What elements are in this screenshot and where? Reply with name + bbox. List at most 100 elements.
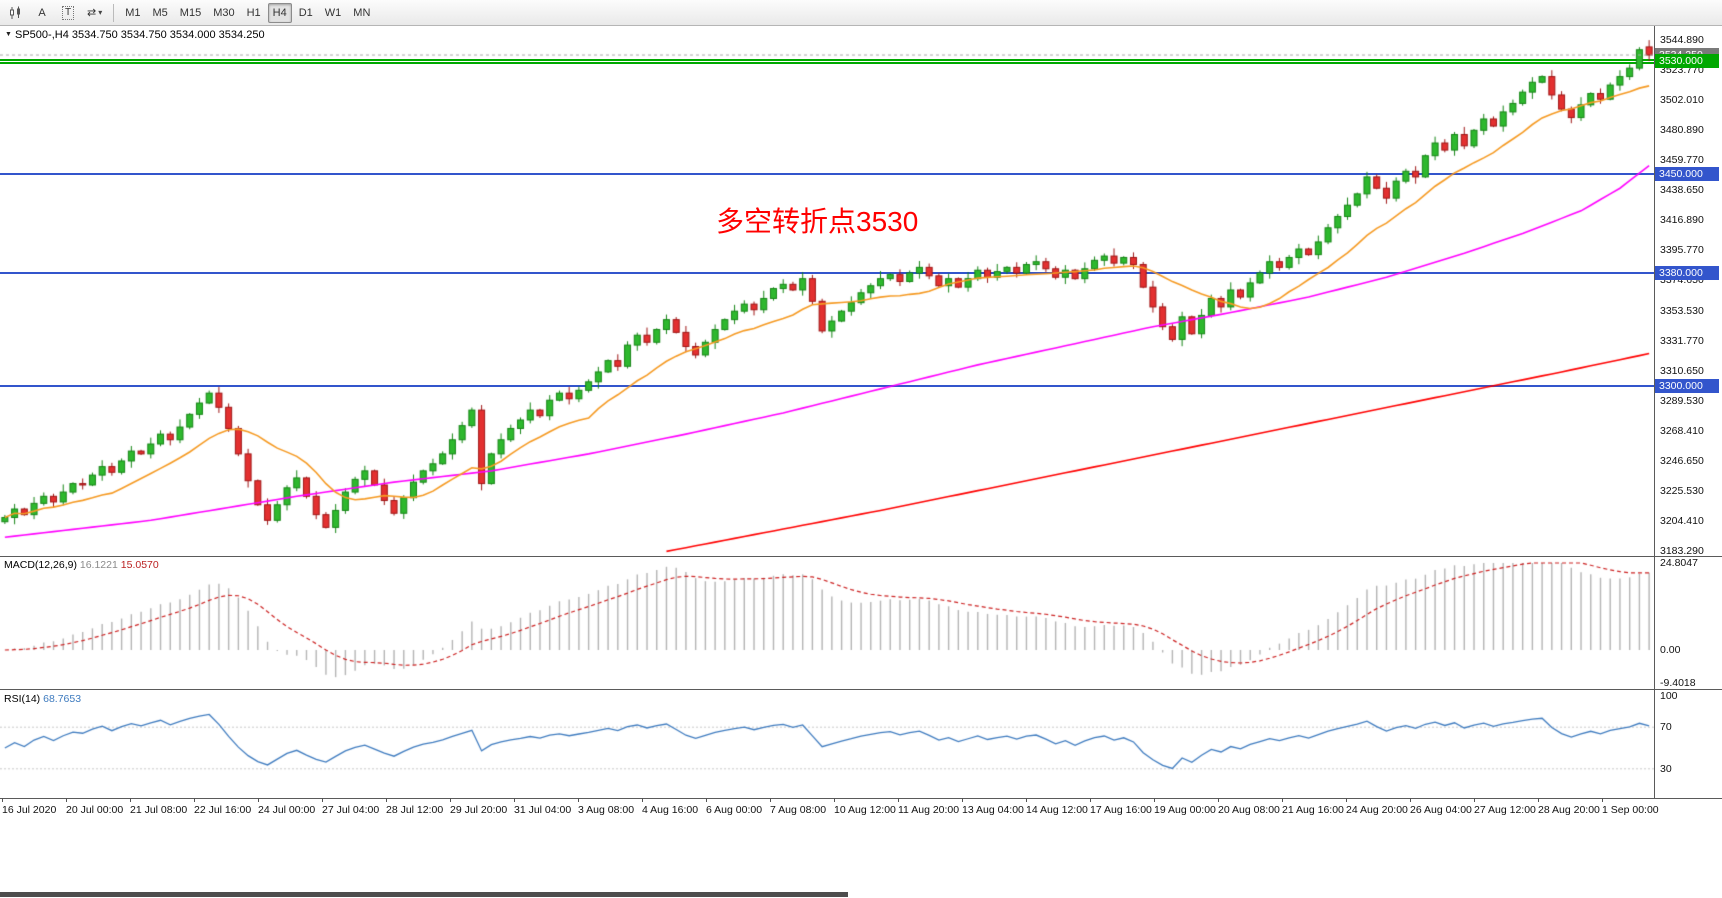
time-axis-tick [258, 798, 259, 802]
macd-scale-label: 0.00 [1660, 644, 1681, 657]
time-axis-tick [1090, 798, 1091, 802]
time-axis-label: 10 Aug 12:00 [834, 804, 896, 816]
time-axis-tick [514, 798, 515, 802]
macd-rsi-separator[interactable] [0, 689, 1722, 690]
macd-panel-canvas[interactable] [0, 557, 1654, 689]
time-axis-label: 27 Aug 12:00 [1474, 804, 1536, 816]
main-macd-separator[interactable] [0, 556, 1722, 557]
cycle-button[interactable]: ⇄ ▾ [82, 3, 107, 23]
time-axis-tick [2, 798, 3, 802]
time-axis-tick [322, 798, 323, 802]
macd-name: MACD(12,26,9) [4, 559, 77, 571]
price-axis-label: 3289.530 [1660, 394, 1704, 407]
timeframe-m30-button[interactable]: M30 [208, 3, 239, 23]
time-axis-label: 24 Aug 20:00 [1346, 804, 1408, 816]
caret-down-icon: ▾ [98, 8, 103, 17]
chart-symbol-label: SP500-,H4 [15, 29, 69, 41]
time-axis-label: 16 Jul 2020 [2, 804, 57, 816]
price-axis-label: 3183.290 [1660, 545, 1704, 557]
price-axis-label: 3395.770 [1660, 244, 1704, 257]
time-axis-label: 21 Aug 16:00 [1282, 804, 1344, 816]
rsi-label: RSI(14) 68.7653 [4, 693, 81, 705]
time-axis-label: 24 Jul 00:00 [258, 804, 316, 816]
price-axis[interactable]: 3544.890 3523.770 3502.010 3480.890 3459.770… [1655, 26, 1722, 816]
price-axis-label: 3438.650 [1660, 184, 1704, 197]
time-axis-label: 19 Aug 00:00 [1154, 804, 1216, 816]
price-axis-label: 3331.770 [1660, 334, 1704, 347]
timeframe-m15-button[interactable]: M15 [175, 3, 206, 23]
horizontal-scrollbar-thumb[interactable] [0, 892, 848, 897]
price-badge: 3450.000 [1655, 167, 1719, 182]
time-axis-tick [450, 798, 451, 802]
macd-scale-label: 24.8047 [1660, 557, 1698, 569]
price-badge: 3380.000 [1655, 266, 1719, 281]
time-axis-tick [834, 798, 835, 802]
time-axis-tick [1602, 798, 1603, 802]
rsi-panel-canvas[interactable] [0, 690, 1654, 798]
toolbar-separator [113, 3, 115, 22]
price-axis-label: 3544.890 [1660, 34, 1704, 46]
macd-scale-label: -9.4018 [1660, 677, 1696, 689]
chart-window: ▼ SP500-,H4 3534.750 3534.750 3534.000 3… [0, 26, 1722, 898]
rsi-scale-label: 30 [1660, 762, 1672, 775]
time-axis-tick [770, 798, 771, 802]
rsi-name: RSI(14) [4, 693, 41, 705]
time-axis-label: 11 Aug 20:00 [898, 804, 960, 816]
time-axis-label: 7 Aug 08:00 [770, 804, 827, 816]
timeframe-w1-button[interactable]: W1 [320, 3, 347, 23]
time-axis-label: 26 Aug 04:00 [1410, 804, 1472, 816]
timeframe-h4-button[interactable]: H4 [267, 2, 292, 23]
text-t-label: T [61, 5, 75, 20]
time-axis-tick [706, 798, 707, 802]
timeframe-mn-button[interactable]: MN [348, 3, 375, 23]
cursor-a-button[interactable]: A [30, 3, 54, 23]
time-axis-tick [1026, 798, 1027, 802]
cursor-a-label: A [38, 6, 46, 19]
chart-ohlc-values: 3534.750 3534.750 3534.000 3534.250 [71, 29, 265, 41]
macd-main-value: 16.1221 [79, 559, 118, 571]
time-axis-tick [962, 798, 963, 802]
price-axis-border [1654, 26, 1655, 798]
rsi-timeaxis-separator[interactable] [0, 798, 1722, 799]
time-axis-label: 1 Sep 00:00 [1602, 804, 1659, 816]
timeframe-d1-button[interactable]: D1 [294, 3, 318, 23]
time-axis-tick [130, 798, 131, 802]
rsi-value: 68.7653 [43, 693, 82, 705]
price-badge: 3530.000 [1655, 54, 1719, 69]
price-axis-label: 3225.530 [1660, 484, 1704, 497]
time-axis-label: 31 Jul 04:00 [514, 804, 572, 816]
toolbar: A T ⇄ ▾ M1 M5 M15 M30 H1 H4 D1 W1 MN [0, 0, 1722, 26]
timeframe-m1-button[interactable]: M1 [120, 3, 145, 23]
cycle-icon: ⇄ [87, 7, 97, 19]
time-axis-tick [1282, 798, 1283, 802]
time-axis-tick [1538, 798, 1539, 802]
timeframe-h1-button[interactable]: H1 [242, 3, 266, 23]
time-axis-tick [1474, 798, 1475, 802]
collapse-icon: ▼ [5, 31, 12, 38]
price-axis-label: 3246.650 [1660, 454, 1704, 467]
price-axis-label: 3268.410 [1660, 424, 1704, 437]
time-axis-label: 6 Aug 00:00 [706, 804, 763, 816]
time-axis-label: 29 Jul 20:00 [450, 804, 508, 816]
main-chart-canvas[interactable] [0, 26, 1654, 556]
price-axis-label: 3480.890 [1660, 124, 1704, 137]
time-axis-tick [1410, 798, 1411, 802]
annotation-text[interactable]: 多空转折点3530 [716, 206, 919, 237]
time-axis-label: 20 Aug 08:00 [1218, 804, 1280, 816]
time-axis-label: 20 Jul 00:00 [66, 804, 124, 816]
text-t-button[interactable]: T [56, 3, 80, 23]
time-axis[interactable]: 16 Jul 2020 20 Jul 00:00 21 Jul 08:00 22 Ju… [0, 798, 1659, 820]
time-axis-tick [1218, 798, 1219, 802]
time-axis-tick [1154, 798, 1155, 802]
price-axis-label: 3353.530 [1660, 304, 1704, 317]
time-axis-tick [898, 798, 899, 802]
price-badge: 3300.000 [1655, 379, 1719, 394]
time-axis-label: 21 Jul 08:00 [130, 804, 188, 816]
time-axis-label: 4 Aug 16:00 [642, 804, 699, 816]
price-axis-label: 3310.650 [1660, 364, 1704, 377]
time-axis-label: 28 Jul 12:00 [386, 804, 444, 816]
time-axis-label: 22 Jul 16:00 [194, 804, 252, 816]
chart-title: ▼ SP500-,H4 3534.750 3534.750 3534.000 3… [5, 29, 265, 41]
chart-button[interactable] [4, 3, 28, 23]
timeframe-m5-button[interactable]: M5 [148, 3, 173, 23]
